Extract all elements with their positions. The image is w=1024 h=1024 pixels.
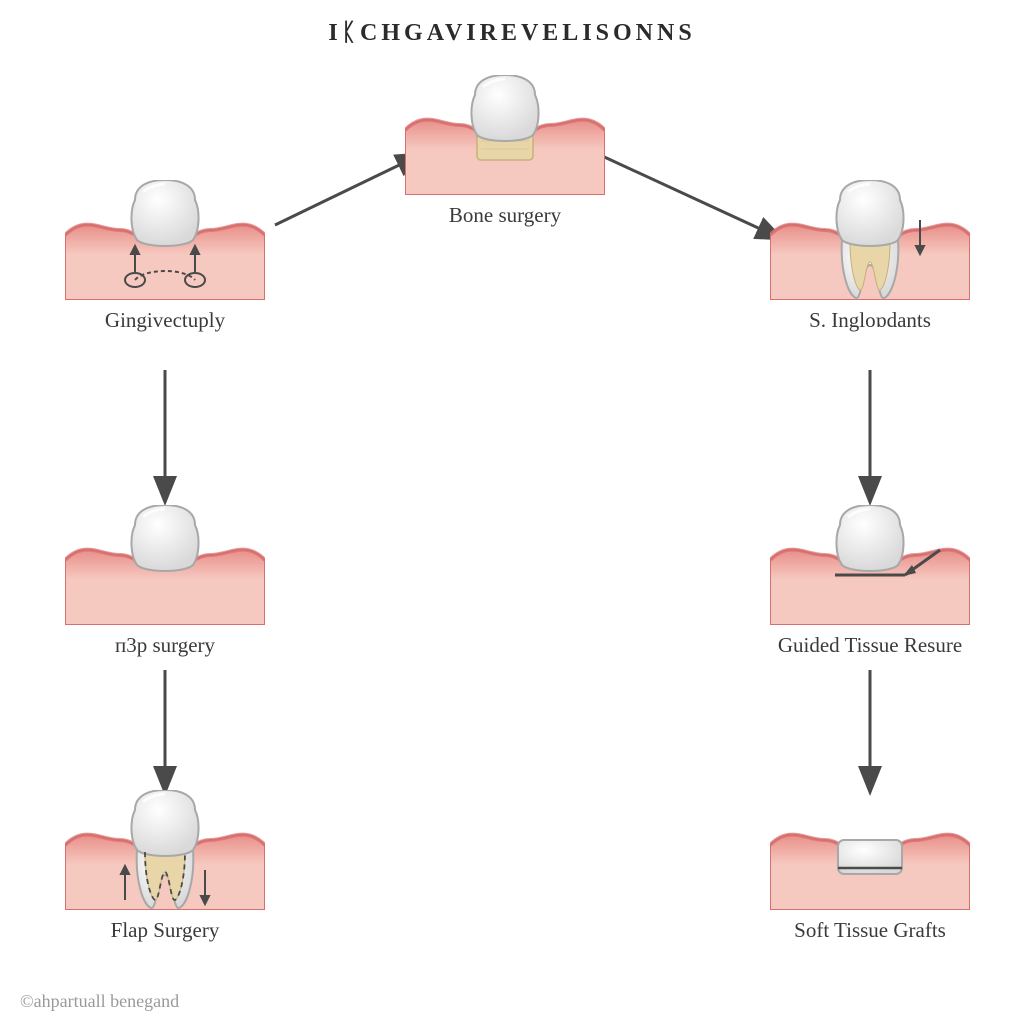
- credit-text: ©ahpartuall benegand: [20, 991, 179, 1012]
- node-label-flap1: ᴨ3p surgery: [65, 633, 265, 658]
- node-label-flap2: Flap Surgery: [65, 918, 265, 943]
- node-label-gingivectomy: Gingivectuply: [65, 308, 265, 333]
- node-flap2: Flap Surgery: [65, 790, 265, 943]
- node-bone: Bone surgery: [405, 75, 605, 228]
- node-implants: S. Ingloɒdants: [770, 180, 970, 333]
- node-soft: Soft Tissue Grafts: [770, 790, 970, 943]
- node-flap1: ᴨ3p surgery: [65, 505, 265, 658]
- node-label-gtr: Guided Tissue Resurе: [770, 633, 970, 658]
- node-gtr: Guided Tissue Resurе: [770, 505, 970, 658]
- page-title: IᛕCHGAVIREVELISONNS: [0, 20, 1024, 47]
- node-gingivectomy: Gingivectuply: [65, 180, 265, 333]
- node-label-implants: S. Ingloɒdants: [770, 308, 970, 333]
- node-label-bone: Bone surgery: [405, 203, 605, 228]
- node-label-soft: Soft Tissue Grafts: [770, 918, 970, 943]
